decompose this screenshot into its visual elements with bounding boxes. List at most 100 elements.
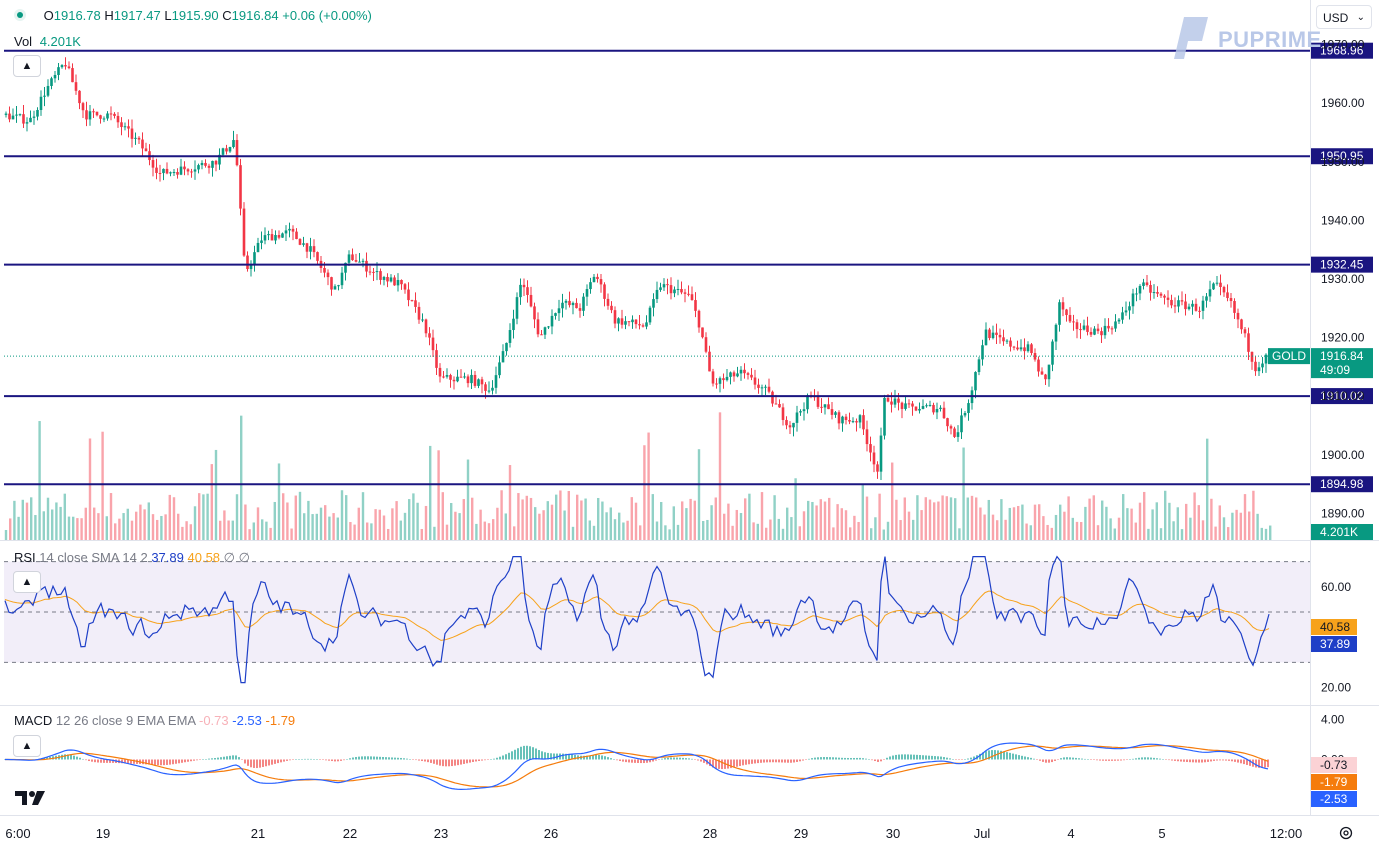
volume-bar <box>546 501 549 540</box>
volume-bar <box>807 500 810 540</box>
volume-bar <box>773 495 776 540</box>
settings-gear-icon[interactable] <box>1338 825 1354 841</box>
candle-body <box>491 387 494 391</box>
volume-bar <box>319 507 323 540</box>
macd-histogram-bar <box>1228 759 1230 761</box>
level-price-label: 1932.45 <box>1320 258 1364 272</box>
tradingview-logo-icon[interactable] <box>15 789 47 807</box>
candle-body <box>1201 300 1205 311</box>
macd-histogram-bar <box>1099 759 1101 761</box>
candle-body <box>141 139 144 149</box>
volume-bar <box>626 520 629 540</box>
candle-body <box>1058 302 1061 325</box>
macd-signal-line <box>5 744 1269 788</box>
candle-body <box>599 279 603 285</box>
candle-body <box>823 404 827 408</box>
candle-body <box>592 276 596 283</box>
volume-bar <box>962 447 965 540</box>
macd-histogram-bar <box>838 757 840 760</box>
candle-body <box>190 171 193 173</box>
volume-bar <box>156 519 159 540</box>
candle-body <box>421 319 424 321</box>
macd-histogram-bar <box>1024 756 1026 760</box>
candle-body <box>928 404 932 406</box>
volume-bar <box>177 513 180 540</box>
candle-body <box>193 169 197 172</box>
volume-bar <box>332 513 335 540</box>
collapse-main-button[interactable]: ▲ <box>13 55 41 77</box>
candle-body <box>123 126 127 128</box>
macd-histogram-bar <box>316 759 318 760</box>
candle-body <box>113 113 116 116</box>
macd-histogram-bar <box>85 759 87 761</box>
macd-histogram-bar <box>1186 759 1188 763</box>
candle-body <box>956 432 960 437</box>
macd-histogram-bar <box>319 759 321 760</box>
volume-bar <box>122 513 125 540</box>
macd-histogram-bar <box>646 759 648 763</box>
macd-histogram-bar <box>1195 759 1197 763</box>
candle-body <box>557 308 561 314</box>
price-tick-label: 1970.00 <box>1321 38 1365 52</box>
candle-body <box>344 262 347 273</box>
volume-bar <box>1096 525 1100 540</box>
candle-body <box>515 297 519 319</box>
candle-body <box>893 398 897 405</box>
candle-body <box>655 289 659 300</box>
volume-bar <box>21 499 24 540</box>
time-tick-label: 4 <box>1067 826 1074 841</box>
volume-bar <box>345 495 348 540</box>
collapse-rsi-button[interactable]: ▲ <box>13 571 41 593</box>
candle-body <box>1117 319 1121 322</box>
candle-body <box>1261 363 1264 368</box>
candle-body <box>795 412 799 423</box>
rsi-sma-tag <box>1311 619 1357 635</box>
volume-bar <box>912 519 915 540</box>
candle-body <box>918 408 921 411</box>
macd-histogram-bar <box>712 759 714 768</box>
candle-body <box>652 299 655 308</box>
macd-histogram-bar <box>820 757 822 760</box>
macd-histogram-bar <box>346 759 348 760</box>
candle-body <box>1250 351 1254 362</box>
volume-bar <box>51 509 54 540</box>
macd-hist-tag <box>1311 757 1357 773</box>
volume-bar <box>899 520 902 540</box>
volume-bar <box>878 493 881 540</box>
volume-bar <box>1059 504 1062 540</box>
time-tick-label: 12:00 <box>1270 826 1303 841</box>
volume-bar <box>643 445 646 540</box>
volume-bar <box>655 521 659 540</box>
macd-histogram-bar <box>760 759 762 763</box>
candle-body <box>1009 340 1012 347</box>
volume-bar <box>370 523 373 540</box>
time-tick-label: 29 <box>794 826 808 841</box>
volume-bar <box>433 526 436 540</box>
candle-body <box>463 376 466 378</box>
candle-body <box>1257 367 1261 372</box>
candle-body <box>284 230 288 234</box>
macd-histogram-bar <box>982 752 984 760</box>
collapse-macd-button[interactable]: ▲ <box>13 735 41 757</box>
macd-histogram-bar <box>901 754 903 760</box>
macd-histogram-bar <box>769 759 771 763</box>
macd-histogram-bar <box>343 759 345 761</box>
macd-histogram-bar <box>1126 759 1128 760</box>
macd-histogram-bar <box>241 759 243 760</box>
currency-select[interactable]: USD ⌄ <box>1316 5 1372 29</box>
macd-histogram-bar <box>961 759 963 760</box>
candle-body <box>771 391 774 404</box>
macd-histogram-bar <box>568 754 570 760</box>
macd-histogram-bar <box>67 754 69 760</box>
volume-bar <box>424 505 428 540</box>
candle-body <box>1149 285 1152 293</box>
volume-bar <box>17 516 20 540</box>
volume-bar <box>1235 509 1238 540</box>
volume-bar <box>668 529 671 540</box>
low-value: 1915.90 <box>171 8 219 23</box>
candle-body <box>662 284 666 288</box>
candle-body <box>1096 328 1100 332</box>
macd-histogram-bar <box>973 756 975 760</box>
macd-histogram-bar <box>643 759 645 764</box>
